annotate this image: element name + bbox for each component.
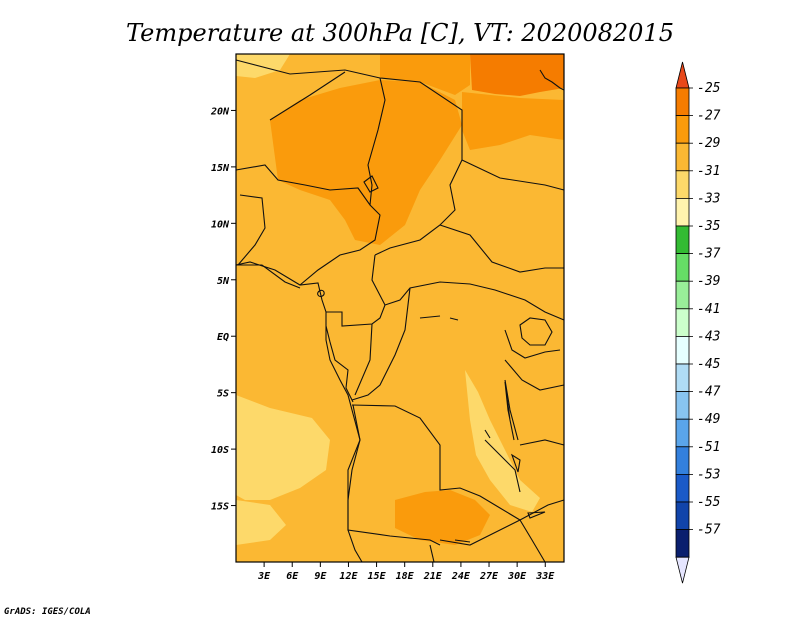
colorbar-label: -51 [697, 440, 720, 455]
colorbar-label: -49 [697, 412, 720, 427]
field-patch-light-north [236, 54, 290, 78]
x-tick-label: 24E [451, 571, 471, 582]
country-borders [235, 59, 565, 563]
y-tick-label: 10S [211, 445, 229, 456]
field-patch-light-southwest-2 [236, 500, 286, 545]
colorbar-swatch [675, 225, 690, 255]
colorbar-label: -57 [697, 523, 721, 538]
x-tick-label: 3E [257, 571, 271, 582]
colorbar-swatch [675, 115, 690, 144]
colorbar-label: -29 [697, 136, 720, 151]
y-axis: 20N 15N 10N 5N EQ 5S 10S 15S [210, 106, 236, 513]
colorbar-label: -43 [697, 329, 720, 344]
x-tick-label: 6E [286, 571, 299, 582]
colorbar-swatch [675, 418, 690, 448]
x-tick-label: 18E [396, 571, 415, 582]
map-area [235, 53, 565, 563]
field-patch-light-east [465, 370, 540, 512]
x-tick-label: 30E [507, 571, 527, 582]
colorbar-label: -37 [697, 247, 721, 262]
map-frame [235, 53, 565, 563]
y-tick-label: 20N [210, 106, 230, 117]
colorbar-legend: -25 -27 -29 -31 -33 -35 -37 -39 -41 -43 -45 -47 -49 -… [675, 61, 721, 584]
field-patch-darker-northeast [462, 92, 564, 150]
colorbar-label: -25 [697, 81, 721, 96]
x-tick-label: 27E [479, 571, 499, 582]
colorbar-label: -39 [697, 274, 720, 289]
field-patch-darker-sahel [270, 80, 462, 245]
colorbar-label: -55 [697, 495, 721, 510]
colorbar-swatch [675, 170, 690, 199]
colorbar-swatch [675, 501, 690, 531]
colorbar-label: -53 [697, 467, 720, 482]
colorbar-bottom-arrow [675, 556, 690, 584]
field-patch-light-southwest [236, 395, 330, 500]
colorbar-label: -35 [697, 219, 721, 234]
y-tick-label: 15N [211, 163, 230, 174]
x-tick-label: 9E [314, 571, 327, 582]
colorbar-swatch [675, 308, 690, 337]
field-patch-darker-north [380, 54, 470, 95]
y-tick-label: 15S [211, 502, 229, 513]
field-patch-darker-south [395, 490, 490, 545]
colorbar-swatch [675, 473, 690, 503]
colorbar-swatch [675, 391, 690, 420]
map-title: Temperature at 300hPa [C], VT: 202008201… [126, 19, 674, 47]
colorbar-label: -41 [697, 302, 720, 317]
colorbar-label: -47 [697, 385, 721, 400]
field-patch-hot-northeast [470, 54, 564, 96]
colorbar-swatch [675, 197, 690, 227]
y-tick-label: 5N [217, 276, 230, 287]
colorbar-label: -45 [697, 357, 721, 372]
x-axis: 3E 6E 9E 12E 15E 18E 21E 24E 27E 30E 33E [257, 562, 555, 582]
colorbar-label: -27 [697, 109, 721, 124]
coastlines-and-lakes [235, 69, 565, 563]
y-tick-label: EQ [217, 332, 229, 343]
colorbar-swatch [675, 280, 690, 310]
y-tick-label: 10N [211, 219, 230, 230]
colorbar-swatch [675, 335, 690, 365]
grads-credit: GrADS: IGES/COLA [4, 607, 91, 617]
x-tick-label: 15E [368, 571, 387, 582]
colorbar-swatch [675, 253, 690, 282]
x-tick-label: 21E [423, 571, 443, 582]
colorbar-swatch [675, 446, 690, 475]
colorbar-swatch [675, 142, 690, 172]
x-tick-label: 33E [535, 571, 555, 582]
colorbar-swatch [675, 87, 690, 117]
colorbar-label: -33 [697, 191, 720, 206]
colorbar-swatch [675, 529, 690, 558]
colorbar-swatch [675, 363, 690, 393]
colorbar-top-arrow [675, 61, 690, 89]
y-tick-label: 5S [217, 389, 229, 400]
x-tick-label: 12E [339, 571, 358, 582]
colorbar-label: -31 [697, 164, 720, 179]
